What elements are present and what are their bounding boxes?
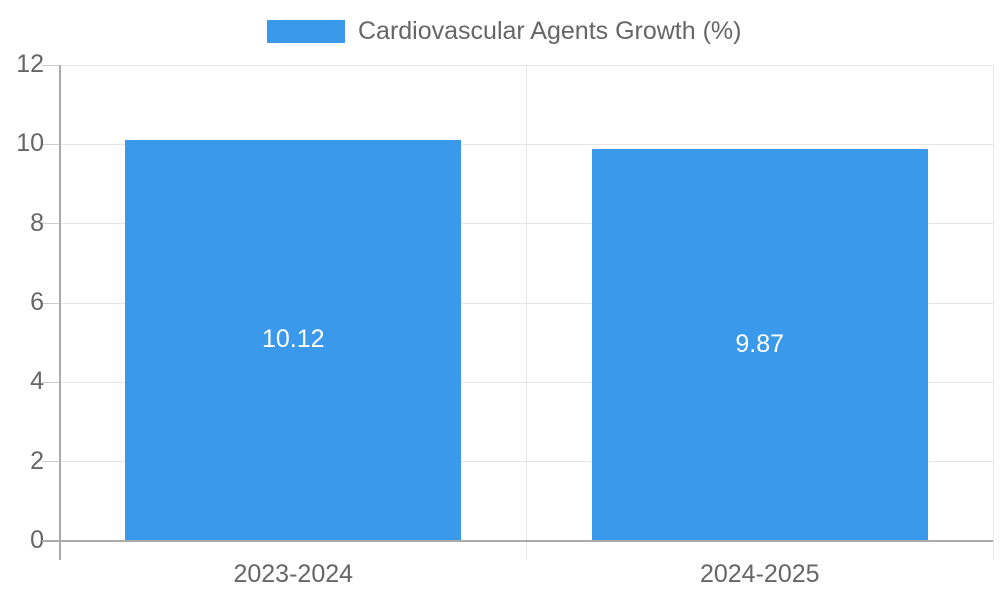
y-tick-mark <box>42 143 60 145</box>
legend-swatch <box>267 20 345 43</box>
y-tick-mark <box>42 381 60 383</box>
bar[interactable] <box>125 139 462 541</box>
y-tick-mark <box>42 64 60 66</box>
y-axis-line <box>59 65 61 560</box>
bar-value-label: 9.87 <box>735 330 785 359</box>
y-tick-label: 4 <box>30 367 44 396</box>
y-tick-label: 8 <box>30 208 44 237</box>
y-tick-label: 10 <box>16 129 44 158</box>
y-tick-label: 2 <box>30 446 44 475</box>
bar-value-label: 10.12 <box>261 325 325 354</box>
y-tick-mark <box>42 223 60 225</box>
x-axis-line <box>42 540 993 542</box>
y-tick-mark <box>42 461 60 463</box>
x-tick-label: 2023-2024 <box>233 560 354 588</box>
legend-label: Cardiovascular Agents Growth (%) <box>358 17 742 45</box>
plot-right-border <box>992 65 994 560</box>
y-tick-label: 0 <box>30 526 44 554</box>
y-tick-label: 12 <box>16 50 44 78</box>
x-tick-label: 2024-2025 <box>699 560 820 588</box>
y-tick-mark <box>42 302 60 304</box>
chart-legend: Cardiovascular Agents Growth (%) <box>0 0 1000 54</box>
category-divider <box>526 65 527 560</box>
bar[interactable] <box>591 149 928 541</box>
y-tick-label: 6 <box>30 288 44 316</box>
